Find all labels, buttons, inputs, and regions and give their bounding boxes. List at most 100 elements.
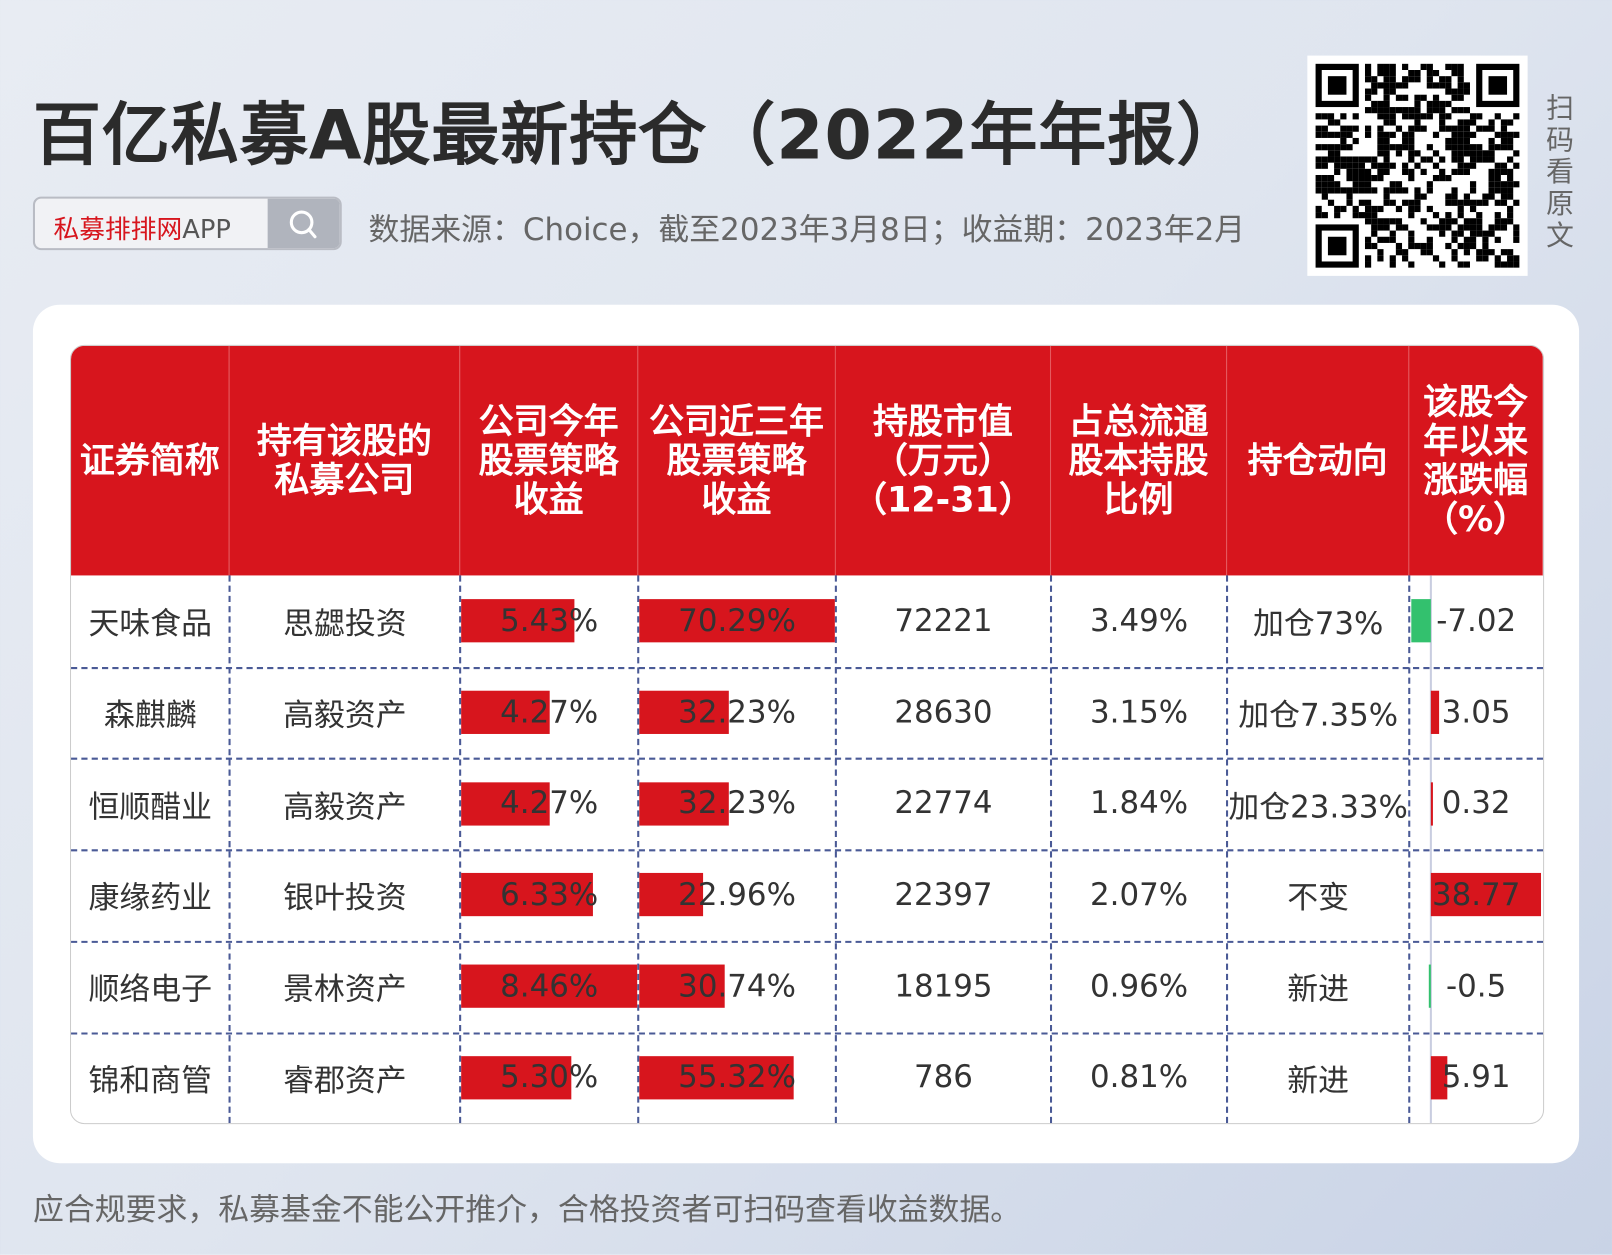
header-line: 比例	[1103, 479, 1174, 521]
table-cell-company: 高毅资产	[230, 667, 461, 758]
page-title: 百亿私募A股最新持仓（2022年年报）	[32, 95, 1246, 175]
header-line: （万元）	[872, 440, 1013, 482]
cell-value: 8.46%	[500, 968, 599, 1005]
table-cell-name: 锦和商管	[71, 1032, 230, 1123]
header-line: 公司今年	[478, 400, 619, 443]
table-cell-ytd: 5.30%	[460, 1032, 638, 1123]
table-cell-ratio: 3.49%	[1051, 575, 1227, 666]
cell-value: 银叶投资	[283, 880, 407, 917]
cell-value: 恒顺醋业	[88, 789, 213, 826]
cell-value: 康缘药业	[88, 880, 213, 917]
column-header: 占总流通 股本持股 比例	[1051, 345, 1228, 576]
header-line: 证券简称	[79, 440, 220, 482]
value-bar	[461, 690, 551, 734]
column-divider	[834, 575, 837, 1124]
value-bar	[639, 1056, 794, 1100]
search-box[interactable]: 私募排排网APP	[32, 196, 342, 251]
cell-value: 景林资产	[283, 971, 407, 1008]
negative-change-bar	[1410, 599, 1431, 643]
table-cell-three-year: 32.23%	[638, 758, 836, 849]
column-header: 公司近三年 股票策略 收益	[638, 345, 836, 576]
table-cell-ytd: 8.46%	[460, 941, 638, 1032]
table-cell-change: 5.91	[1409, 1032, 1543, 1123]
qr-label: 扫码看原文	[1546, 92, 1574, 253]
cell-value: 22774	[894, 785, 993, 822]
header-line: 股票策略	[666, 440, 807, 482]
header-line: 该股今	[1423, 381, 1529, 423]
cell-value: 3.15%	[1089, 694, 1189, 731]
column-divider	[459, 575, 462, 1124]
header-line: 持有该股的	[256, 420, 432, 462]
search-icon	[289, 210, 317, 239]
table-cell-name: 森麒麟	[71, 667, 230, 758]
cell-value: 新进	[1287, 971, 1350, 1008]
value-bar	[461, 599, 575, 643]
cell-value: 5.91	[1441, 1059, 1511, 1096]
cell-value: 加仓23.33%	[1228, 789, 1408, 826]
header-line: （%）	[1423, 498, 1529, 540]
cell-value: 4.27%	[500, 785, 599, 822]
cell-value: 不变	[1287, 880, 1350, 917]
footer-note: 应合规要求，私募基金不能公开推介，合格投资者可扫码查看收益数据。	[32, 1192, 1022, 1229]
cell-value: -7.02	[1436, 603, 1517, 640]
value-bar	[461, 873, 593, 917]
table-cell-ratio: 1.84%	[1051, 758, 1227, 849]
cell-value: 38.77	[1431, 876, 1521, 914]
table-cell-ratio: 2.07%	[1051, 849, 1227, 940]
table-cell-market-value: 18195	[836, 941, 1051, 1032]
table-cell-ytd: 5.43%	[460, 575, 638, 666]
value-bar	[639, 782, 729, 826]
table-cell-market-value: 28630	[836, 667, 1051, 758]
header-line: 持仓动向	[1247, 440, 1388, 482]
table-cell-company: 睿郡资产	[230, 1032, 461, 1123]
table-cell-change: -7.02	[1409, 575, 1543, 666]
header-line: 占总流通	[1068, 400, 1209, 443]
cell-value: 1.84%	[1089, 785, 1189, 822]
cell-value: 786	[913, 1059, 973, 1096]
table-cell-three-year: 22.96%	[638, 849, 836, 940]
column-divider	[1408, 575, 1411, 1124]
row-divider	[71, 849, 1544, 852]
table-cell-ytd: 4.27%	[460, 667, 638, 758]
table-cell-market-value: 22774	[836, 758, 1051, 849]
table-cell-change: 0.32	[1409, 758, 1543, 849]
cell-value: 加仓73%	[1252, 606, 1384, 643]
search-text: 私募排排网APP	[54, 209, 231, 246]
table-cell-ytd: 6.33%	[460, 849, 638, 940]
row-divider	[71, 758, 1544, 761]
cell-value: 高毅资产	[283, 697, 407, 734]
header-line: 持股市值	[872, 400, 1013, 443]
cell-value: 22.96%	[678, 876, 796, 914]
table-cell-change: -0.5	[1409, 941, 1543, 1032]
cell-value: 锦和商管	[88, 1063, 213, 1100]
cell-value: 22397	[894, 876, 993, 914]
table-cell-company: 思勰投资	[230, 575, 461, 666]
table-cell-company: 银叶投资	[230, 849, 461, 940]
column-header: 证券简称	[71, 345, 230, 576]
table-cell-action: 加仓7.35%	[1227, 667, 1409, 758]
cell-value: 0.81%	[1089, 1059, 1189, 1096]
table-cell-market-value: 72221	[836, 575, 1051, 666]
brand-suffix: APP	[182, 214, 231, 244]
cell-value: 天味食品	[88, 606, 213, 643]
table-cell-market-value: 786	[836, 1032, 1051, 1123]
cell-value: 0.96%	[1089, 968, 1189, 1005]
cell-value: 3.49%	[1089, 603, 1189, 640]
column-divider	[1226, 575, 1229, 1124]
cell-value: 4.27%	[500, 694, 599, 731]
table-cell-three-year: 70.29%	[638, 575, 836, 666]
data-source: 数据来源：Choice，截至2023年3月8日；收益期：2023年2月	[368, 212, 1246, 249]
table-cell-action: 新进	[1227, 1032, 1409, 1123]
cell-value: 32.23%	[678, 694, 796, 731]
value-bar	[639, 964, 725, 1008]
positive-change-bar	[1430, 1056, 1448, 1100]
cell-value: 思勰投资	[283, 606, 407, 643]
brand-name: 私募排排网	[53, 214, 183, 244]
search-button[interactable]	[267, 198, 340, 249]
cell-value: 5.43%	[500, 603, 599, 640]
qr-code[interactable]	[1307, 55, 1528, 276]
table-cell-company: 景林资产	[230, 941, 461, 1032]
table-cell-ratio: 3.15%	[1051, 667, 1227, 758]
cell-value: 顺络电子	[88, 971, 213, 1008]
header-line: 股本持股	[1068, 440, 1209, 482]
